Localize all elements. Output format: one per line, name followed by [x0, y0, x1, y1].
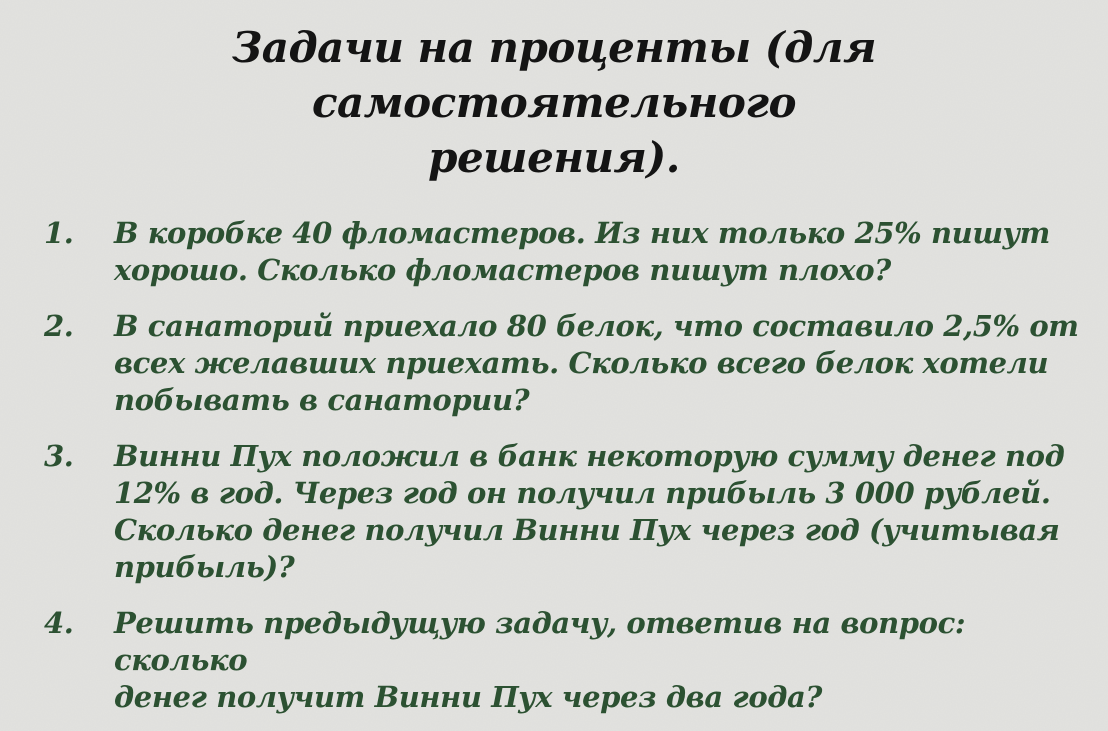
list-item: 4. Решить предыдущую задачу, ответив на …: [0, 605, 1108, 716]
slide-title: Задачи на проценты (для самостоятельного…: [231, 23, 877, 182]
list-item: 1. В коробке 40 фломастеров. Из них толь…: [0, 215, 1108, 289]
problem-text: В санаторий приехало 80 белок, что соста…: [114, 309, 1079, 417]
problem-number: 4.: [44, 606, 74, 640]
problem-list: 1. В коробке 40 фломастеров. Из них толь…: [0, 215, 1108, 731]
problem-text: В коробке 40 фломастеров. Из них только …: [114, 216, 1050, 287]
problem-number: 1.: [44, 216, 74, 250]
problem-text: Винни Пух положил в банк некоторую сумму…: [114, 439, 1065, 584]
list-item: 2. В санаторий приехало 80 белок, что со…: [0, 308, 1108, 419]
problem-number: 3.: [44, 439, 74, 473]
list-item: 3. Винни Пух положил в банк некоторую су…: [0, 438, 1108, 586]
problem-text: Решить предыдущую задачу, ответив на воп…: [114, 606, 966, 714]
problem-number: 2.: [44, 309, 74, 343]
